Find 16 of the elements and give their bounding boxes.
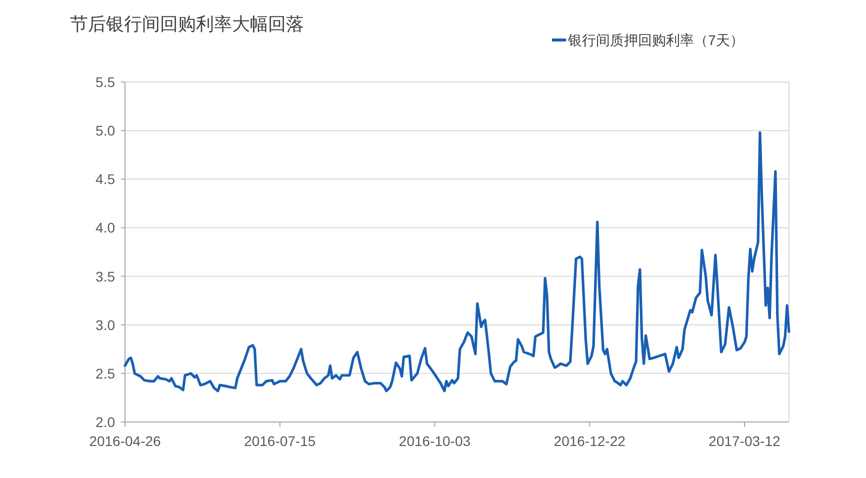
y-tick-label: 4.5: [96, 171, 116, 188]
y-tick-label: 4.0: [96, 220, 116, 236]
y-tick-label: 3.5: [96, 268, 116, 284]
y-tick-label: 5.5: [96, 74, 116, 90]
x-tick-label: 2016-04-26: [89, 433, 162, 449]
y-tick-label: 5.0: [96, 122, 116, 139]
x-tick-label: 2016-12-22: [554, 433, 626, 449]
y-tick-label: 2.0: [96, 414, 116, 430]
chart-title: 节后银行间回购利率大幅回落: [70, 14, 304, 34]
line-series: [124, 131, 790, 392]
legend-label: 银行间质押回购利率（7天）: [567, 32, 744, 48]
x-tick-label: 2016-07-15: [244, 433, 316, 449]
x-tick-label: 2016-10-03: [398, 433, 471, 449]
y-tick-label: 2.5: [96, 365, 116, 382]
y-tick-label: 3.0: [96, 316, 116, 333]
x-tick-label: 2017-03-12: [708, 433, 780, 449]
